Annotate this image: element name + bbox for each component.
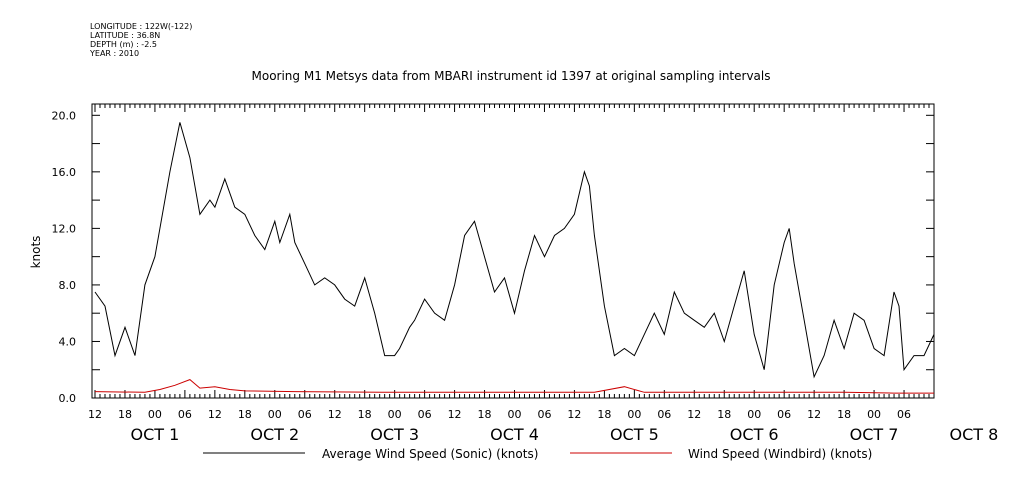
x-tick-label: 06 bbox=[418, 408, 432, 421]
x-tick-label: 18 bbox=[118, 408, 132, 421]
legend: Average Wind Speed (Sonic) (knots) Wind S… bbox=[203, 447, 872, 461]
x-tick-label: 18 bbox=[597, 408, 611, 421]
x-tick-label: 06 bbox=[178, 408, 192, 421]
y-tick-label: 0.0 bbox=[59, 392, 77, 405]
x-tick-label: 12 bbox=[208, 408, 222, 421]
y-tick-label: 4.0 bbox=[59, 335, 77, 348]
x-day-label: OCT 3 bbox=[370, 425, 419, 444]
x-tick-label: 06 bbox=[657, 408, 671, 421]
x-tick-label: 00 bbox=[148, 408, 162, 421]
x-tick-label: 06 bbox=[537, 408, 551, 421]
x-tick-label: 12 bbox=[88, 408, 102, 421]
x-tick-label: 18 bbox=[358, 408, 372, 421]
x-tick-label: 00 bbox=[747, 408, 761, 421]
x-tick-label: 00 bbox=[508, 408, 522, 421]
metadata-block: LONGITUDE : 122W(-122) LATITUDE : 36.8N … bbox=[90, 22, 192, 58]
y-tick-label: 8.0 bbox=[59, 279, 77, 292]
y-tick-label: 16.0 bbox=[52, 166, 77, 179]
x-tick-label: 12 bbox=[448, 408, 462, 421]
x-tick-label: 06 bbox=[777, 408, 791, 421]
x-tick-label: 18 bbox=[478, 408, 492, 421]
chart-title: Mooring M1 Metsys data from MBARI instru… bbox=[252, 69, 771, 83]
x-tick-label: 12 bbox=[687, 408, 701, 421]
x-tick-label: 18 bbox=[717, 408, 731, 421]
x-tick-label: 18 bbox=[238, 408, 252, 421]
x-day-label: OCT 1 bbox=[131, 425, 180, 444]
x-tick-label: 00 bbox=[627, 408, 641, 421]
y-tick-label: 20.0 bbox=[52, 109, 77, 122]
series-line-windbird bbox=[94, 379, 934, 394]
x-tick-label: 00 bbox=[388, 408, 402, 421]
x-day-label: OCT 8 bbox=[950, 425, 999, 444]
x-day-label: OCT 4 bbox=[490, 425, 539, 444]
series-layer bbox=[94, 122, 935, 394]
x-tick-label: 06 bbox=[897, 408, 911, 421]
x-day-label: OCT 6 bbox=[730, 425, 779, 444]
x-tick-label: 00 bbox=[268, 408, 282, 421]
x-tick-label: 18 bbox=[837, 408, 851, 421]
depth-text: DEPTH (m) : -2.5 bbox=[90, 40, 157, 49]
longitude-text: LONGITUDE : 122W(-122) bbox=[90, 22, 193, 31]
latitude-text: LATITUDE : 36.8N bbox=[90, 31, 161, 40]
legend-label: Wind Speed (Windbird) (knots) bbox=[688, 447, 872, 461]
series-line-sonic bbox=[94, 122, 935, 379]
x-tick-label: 12 bbox=[328, 408, 342, 421]
plot-frame bbox=[91, 103, 935, 399]
x-day-label: OCT 2 bbox=[250, 425, 299, 444]
axis-ticks: 12 18 00 06 12 18 00 06 12 18 00 06 12 18 00 06 12 18 00 06… bbox=[52, 104, 999, 444]
x-tick-label: 06 bbox=[298, 408, 312, 421]
x-tick-label: 00 bbox=[867, 408, 881, 421]
y-tick-label: 12.0 bbox=[52, 222, 77, 235]
year-text: YEAR : 2010 bbox=[90, 49, 140, 58]
legend-label: Average Wind Speed (Sonic) (knots) bbox=[322, 447, 538, 461]
y-axis-label: knots bbox=[29, 236, 43, 269]
x-tick-label: 12 bbox=[807, 408, 821, 421]
x-day-label: OCT 5 bbox=[610, 425, 659, 444]
x-tick-label: 12 bbox=[567, 408, 581, 421]
x-day-label: OCT 7 bbox=[850, 425, 899, 444]
